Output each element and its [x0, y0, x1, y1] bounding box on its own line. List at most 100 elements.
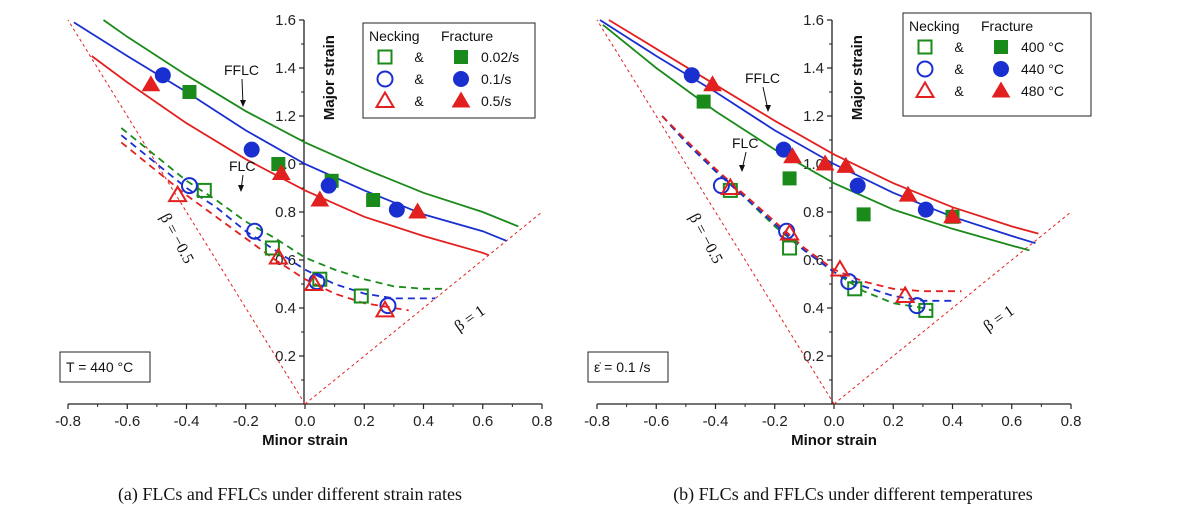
legend-amp: & — [954, 39, 964, 55]
legend-header-fracture: Fracture — [441, 28, 493, 44]
fracture-point — [243, 141, 260, 158]
condition-label: T = 440 °C — [66, 359, 133, 375]
fracture-point — [408, 202, 427, 219]
fracture-point — [696, 94, 711, 109]
fracture-point — [310, 190, 330, 207]
y-axis-title: Major strain — [849, 35, 866, 120]
legend-series-name: 400 °C — [1021, 39, 1064, 55]
x-tick-label: 0.8 — [532, 413, 553, 430]
necking-point — [379, 297, 397, 315]
legend-header-necking: Necking — [909, 18, 960, 34]
y-tick-label: 1.6 — [275, 12, 296, 29]
necking-point — [246, 222, 264, 240]
x-tick-label: -0.4 — [174, 413, 200, 430]
legend-fracture-marker — [993, 61, 1009, 77]
fracture-point — [703, 75, 722, 92]
x-tick-label: 0.8 — [1061, 413, 1082, 430]
flc-arrow-head — [238, 185, 244, 192]
x-tick-label: -0.6 — [114, 413, 140, 430]
flc-arrow-head — [739, 165, 745, 172]
legend-necking-marker — [376, 70, 394, 88]
necking-point — [840, 273, 858, 291]
y-tick-label: 1.2 — [275, 108, 296, 125]
figure-caption: (b) FLCs and FFLCs under different tempe… — [673, 484, 1033, 505]
fflc-label: FFLC — [224, 62, 259, 78]
fflc-curve-0 — [102, 19, 519, 228]
fracture-point — [917, 201, 934, 218]
y-tick-label: 1.6 — [803, 12, 824, 29]
necking-point — [779, 223, 800, 241]
fracture-point — [683, 67, 700, 84]
fracture-point — [943, 207, 962, 224]
condition-box — [587, 351, 669, 383]
fflc-curve-1 — [73, 21, 507, 242]
fracture-point — [320, 177, 337, 194]
y-tick-label: 0.8 — [275, 204, 296, 221]
legend-series-name: 0.02/s — [481, 49, 519, 65]
x-tick-label: 0.6 — [1001, 413, 1022, 430]
figure-caption: (a) FLCs and FFLCs under different strai… — [118, 484, 462, 505]
y-tick-label: 0.4 — [803, 300, 824, 317]
flc-label: FLC — [732, 135, 758, 151]
x-tick-label: 0.6 — [472, 413, 493, 430]
legend-fracture-marker — [994, 40, 1008, 54]
x-tick-label: -0.6 — [643, 413, 669, 430]
fflc-curve-2 — [608, 19, 1039, 235]
necking-point — [894, 285, 916, 303]
y-tick-label: 1.4 — [275, 60, 296, 77]
legend-amp: & — [414, 49, 424, 65]
necking-point — [303, 273, 325, 291]
x-tick-label: -0.4 — [703, 413, 729, 430]
legend-header-fracture: Fracture — [981, 18, 1033, 34]
fracture-point — [388, 201, 405, 218]
legend-fracture-marker — [453, 71, 469, 87]
x-tick-label: 0.0 — [295, 413, 316, 430]
x-tick-label: -0.2 — [233, 413, 259, 430]
necking-point — [908, 297, 926, 315]
x-axis-title: Minor strain — [791, 432, 877, 449]
fracture-point — [849, 177, 866, 194]
legend-amp: & — [954, 83, 964, 99]
x-tick-label: 0.4 — [413, 413, 434, 430]
fflc-curve-1 — [599, 19, 1036, 245]
fracture-point — [898, 185, 918, 202]
legend-amp: & — [954, 61, 964, 77]
fracture-point — [782, 171, 797, 186]
flc-label: FLC — [229, 158, 255, 174]
fracture-point — [783, 147, 802, 164]
panel-a-chart: -0.8 -0.6 -0.4 -0.2 0.0 0.2 0.4 0.6 0.80.20.40.6… — [55, 12, 552, 505]
necking-point — [167, 184, 188, 203]
necking-point — [918, 302, 934, 318]
fflc-curve-2 — [91, 55, 490, 257]
y-tick-label: 1.2 — [803, 108, 824, 125]
y-tick-label: 0.4 — [275, 300, 296, 317]
fracture-point — [815, 154, 835, 171]
legend-series-name: 480 °C — [1021, 83, 1064, 99]
beta-pos-line — [304, 211, 543, 405]
necking-point — [782, 240, 798, 256]
legend-header-necking: Necking — [369, 28, 420, 44]
necking-point — [720, 177, 741, 195]
fflc-curve-0 — [602, 24, 1030, 252]
beta-pos-line — [833, 211, 1072, 405]
legend-fracture-marker — [454, 50, 468, 64]
fracture-point — [182, 85, 197, 99]
necking-point — [829, 259, 851, 277]
beta-neg-line — [67, 19, 306, 405]
beta-neg-line — [596, 19, 835, 405]
flc-curve-0 — [120, 127, 448, 290]
fflc-arrow-head — [765, 105, 771, 112]
y-tick-label: 0.6 — [803, 252, 824, 269]
fracture-point — [775, 141, 792, 158]
necking-point — [353, 288, 369, 304]
legend-necking-marker — [916, 60, 934, 78]
necking-point — [264, 240, 280, 256]
fracture-point — [271, 164, 291, 181]
y-tick-label: 0.2 — [803, 348, 824, 365]
necking-point — [180, 177, 198, 195]
fracture-point — [154, 67, 171, 84]
fflc-label: FFLC — [745, 70, 780, 86]
x-tick-label: -0.2 — [762, 413, 788, 430]
fracture-point — [141, 75, 161, 92]
